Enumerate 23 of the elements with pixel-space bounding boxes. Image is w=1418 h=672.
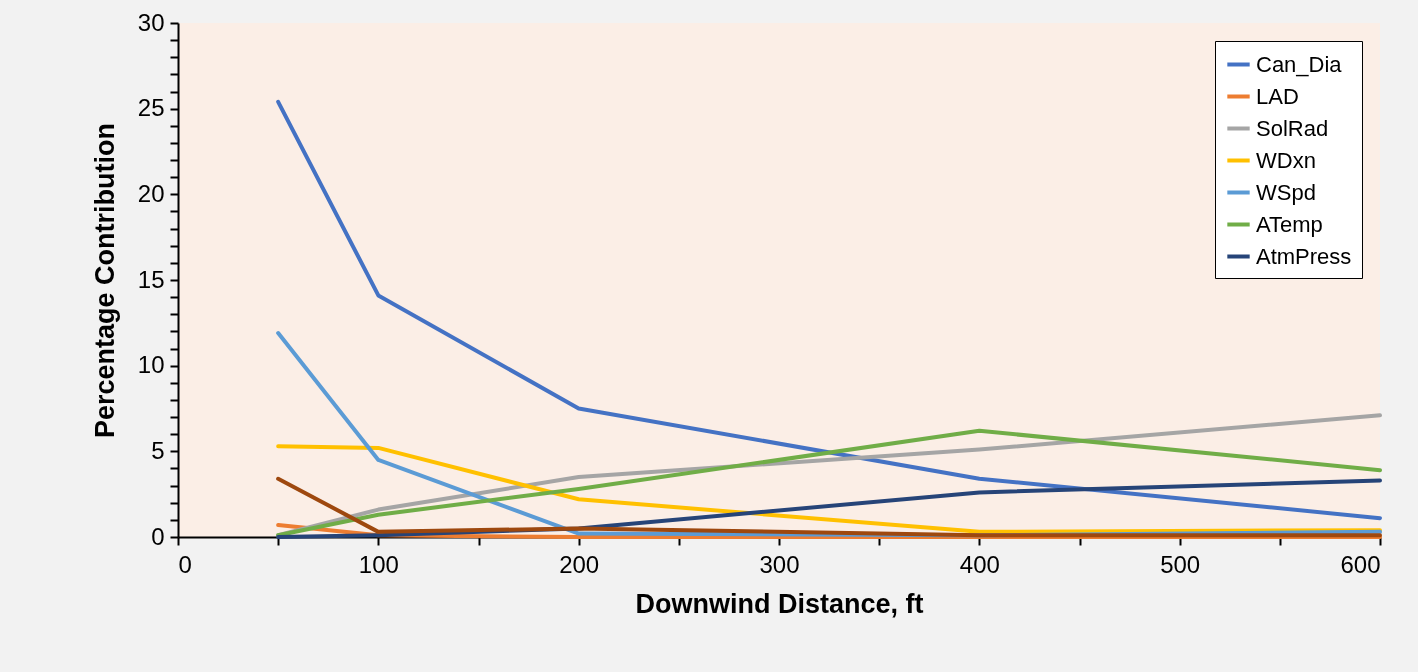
y-tick-label: 0 (151, 522, 165, 550)
legend-label: LAD (1256, 83, 1299, 109)
x-axis-title: Downwind Distance, ft (635, 588, 924, 619)
x-tick-label: 300 (759, 550, 800, 578)
x-tick-label: 500 (1160, 550, 1201, 578)
legend-label: SolRad (1256, 115, 1329, 141)
y-tick-label: 15 (137, 265, 165, 293)
y-tick-label: 25 (137, 94, 165, 122)
y-tick-label: 20 (137, 179, 165, 207)
legend-label: AtmPress (1256, 243, 1352, 269)
x-tick-label: 600 (1340, 550, 1381, 578)
legend-label: ATemp (1256, 211, 1323, 237)
y-tick-label: 5 (151, 436, 165, 464)
x-tick-label: 100 (358, 550, 399, 578)
y-tick-label: 10 (137, 351, 165, 379)
legend-label: WSpd (1256, 179, 1316, 205)
legend-label: WDxn (1256, 147, 1316, 173)
y-tick-label: 30 (137, 8, 165, 36)
x-tick-label: 0 (178, 550, 192, 578)
x-tick-label: 400 (959, 550, 1000, 578)
x-tick-label: 200 (559, 550, 600, 578)
legend-label: Can_Dia (1256, 51, 1343, 77)
y-axis-title: Percentage Contribution (89, 122, 120, 439)
